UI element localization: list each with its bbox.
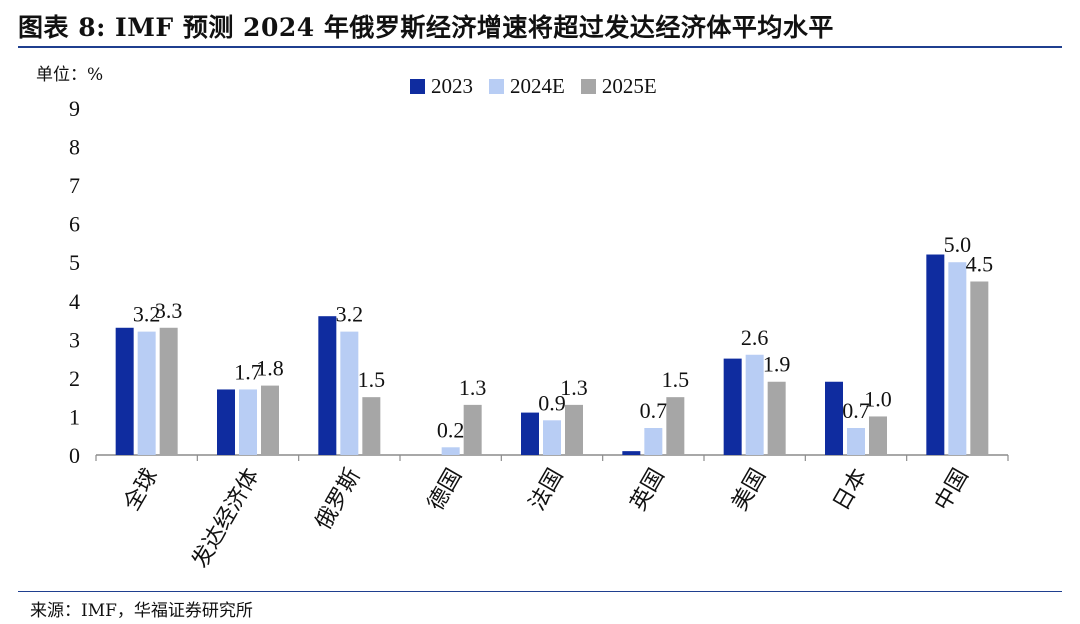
legend: 2023 2024E 2025E xyxy=(410,74,657,99)
bar-2025e-7 xyxy=(869,416,887,455)
data-label: 1.8 xyxy=(256,356,284,381)
unit-label: 单位：% xyxy=(36,65,104,85)
legend-label-2023: 2023 xyxy=(431,74,473,98)
bar-2024e-0 xyxy=(137,331,156,455)
bar-2024e-8 xyxy=(948,262,967,455)
bar-2023-7 xyxy=(825,381,843,455)
data-label: 3.2 xyxy=(133,302,161,327)
bar-2023-0 xyxy=(115,327,134,455)
bar-2024e-4 xyxy=(543,420,561,455)
category-label: 全球 xyxy=(119,465,163,516)
bar-2023-2 xyxy=(318,316,337,455)
data-label: 0.7 xyxy=(842,398,870,423)
legend-label-2024e: 2024E xyxy=(510,74,565,98)
data-label: 1.3 xyxy=(459,375,487,400)
category-label: 俄罗斯 xyxy=(311,465,366,535)
data-label: 1.0 xyxy=(864,386,892,411)
category-label: 法国 xyxy=(525,465,569,516)
category-label: 中国 xyxy=(930,465,974,516)
category-label: 日本 xyxy=(829,465,873,516)
category-label: 发达经济体 xyxy=(188,465,265,573)
y-tick-label: 8 xyxy=(69,135,80,160)
y-tick-label: 0 xyxy=(69,443,80,468)
y-tick-label: 6 xyxy=(69,212,80,237)
bar-2024e-7 xyxy=(847,428,865,455)
category-label: 美国 xyxy=(727,465,771,516)
legend-swatch-2023 xyxy=(410,79,425,94)
bar-2023-8 xyxy=(926,254,945,455)
y-tick-label: 5 xyxy=(69,250,80,275)
bar-2024e-5 xyxy=(644,428,663,455)
data-label: 4.5 xyxy=(966,252,994,277)
category-label: 英国 xyxy=(626,465,670,516)
bar-2024e-6 xyxy=(745,354,764,455)
data-label: 1.5 xyxy=(662,367,690,392)
y-tick-label: 7 xyxy=(69,173,80,198)
data-label: 0.9 xyxy=(538,390,566,415)
bar-2025e-4 xyxy=(565,404,583,455)
bar-2023-4 xyxy=(521,412,539,455)
data-label: 1.7 xyxy=(234,359,262,384)
bar-2025e-3 xyxy=(463,404,482,455)
bar-2025e-5 xyxy=(666,397,685,455)
bar-2023-5 xyxy=(622,451,641,455)
data-label: 5.0 xyxy=(944,232,972,257)
data-label: 1.3 xyxy=(560,375,588,400)
source-rule xyxy=(18,591,1062,592)
category-label: 德国 xyxy=(423,465,467,516)
data-label: 2.6 xyxy=(741,325,769,350)
bar-2025e-0 xyxy=(159,327,178,455)
bar-2025e-2 xyxy=(362,397,381,455)
legend-swatch-2025e xyxy=(580,79,596,94)
bar-2025e-6 xyxy=(767,381,786,455)
data-label: 0.2 xyxy=(437,417,465,442)
y-tick-label: 3 xyxy=(69,327,80,352)
data-label: 3.3 xyxy=(155,298,183,323)
y-tick-label: 1 xyxy=(69,404,80,429)
legend-item-2023: 2023 xyxy=(410,74,473,99)
legend-swatch-2024e xyxy=(489,79,504,94)
y-tick-label: 4 xyxy=(69,289,80,314)
data-label: 1.9 xyxy=(763,352,791,377)
bar-2025e-8 xyxy=(970,281,989,455)
legend-label-2025e: 2025E xyxy=(601,74,657,98)
data-label: 0.7 xyxy=(640,398,668,423)
data-label: 1.5 xyxy=(358,367,386,392)
data-label: 3.2 xyxy=(336,302,364,327)
bar-2024e-3 xyxy=(441,447,460,455)
title-rule xyxy=(18,46,1062,48)
bar-2023-6 xyxy=(723,358,742,455)
source-note: 来源：IMF，华福证券研究所 xyxy=(30,601,253,621)
bar-2025e-1 xyxy=(261,385,279,455)
bar-2024e-1 xyxy=(239,389,257,455)
bar-2024e-2 xyxy=(340,331,359,455)
y-tick-label: 2 xyxy=(69,366,80,391)
chart-title: 图表 8: IMF 预测 2024 年俄罗斯经济增速将超过发达经济体平均水平 xyxy=(18,13,834,42)
bar-2023-1 xyxy=(217,389,235,455)
legend-item-2024e: 2024E xyxy=(489,74,565,99)
y-tick-label: 9 xyxy=(69,96,80,121)
legend-item-2025e: 2025E xyxy=(580,74,657,99)
